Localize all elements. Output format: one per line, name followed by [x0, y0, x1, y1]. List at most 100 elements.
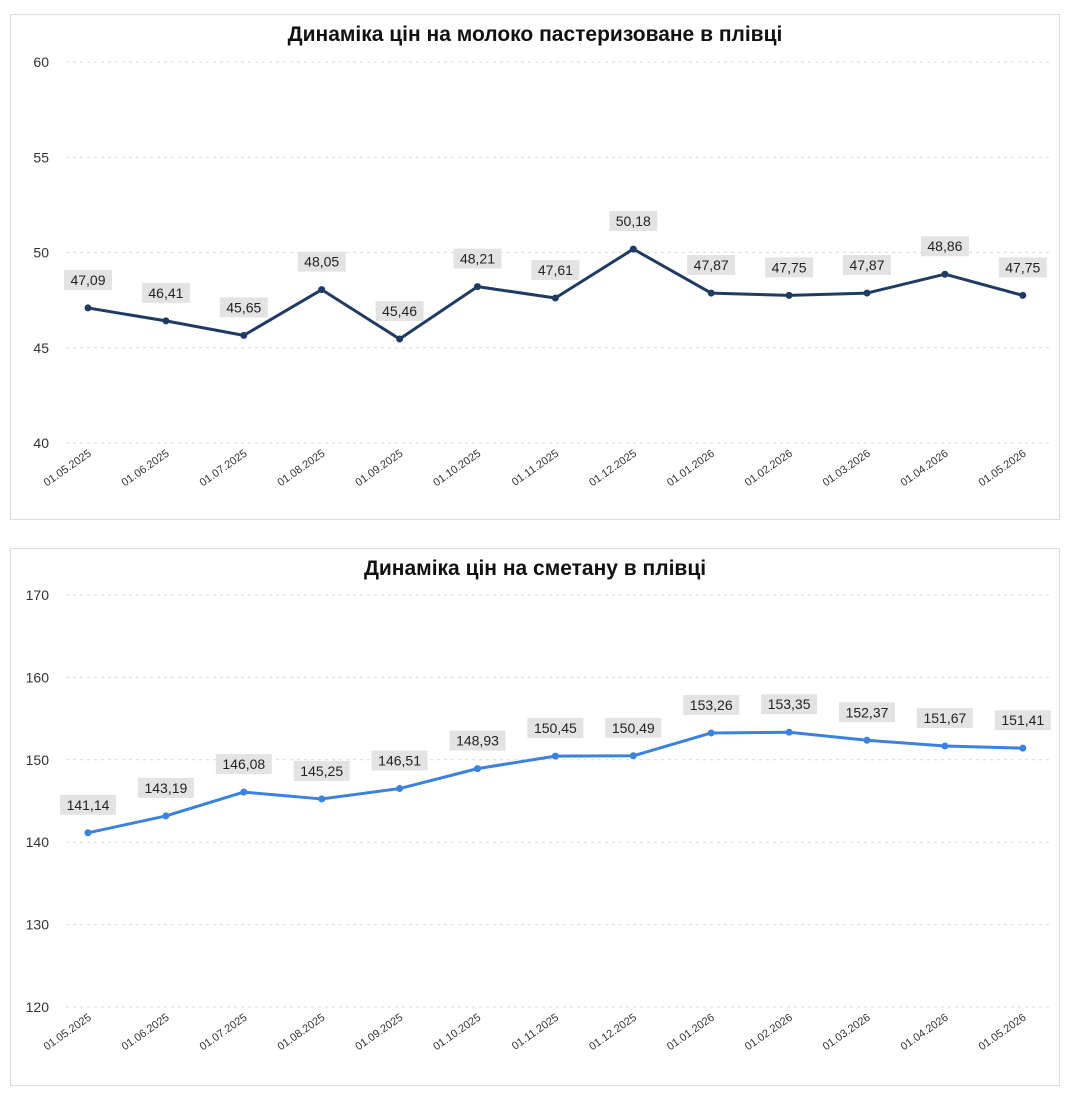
data-point: [707, 289, 715, 297]
data-point: [240, 788, 248, 796]
data-point: [1019, 744, 1027, 752]
data-point: [162, 812, 170, 820]
x-tick-label: 01.06.2025: [120, 1012, 172, 1053]
data-label-background: [375, 300, 424, 321]
x-tick-label: 01.10.2025: [431, 448, 483, 489]
x-tick-label: 01.08.2025: [275, 448, 327, 489]
data-label-background: [449, 730, 506, 751]
x-tick-label: 01.05.2026: [977, 1012, 1029, 1053]
milk-price-line-chart: 40 45 50 55 60 01.05.2025 01.06.2025 01.07.2025…: [33, 54, 1053, 489]
x-tick-label: 01.01.2026: [665, 448, 717, 489]
data-point: [84, 829, 92, 837]
data-label-background: [609, 211, 658, 232]
data-label-background: [765, 257, 814, 278]
data-label-background: [843, 255, 891, 276]
x-tick-label: 01.05.2025: [42, 448, 94, 489]
x-tick-label: 01.05.2025: [42, 1012, 94, 1053]
data-label: 150,49: [612, 720, 655, 736]
data-label: 151,41: [1001, 712, 1044, 728]
data-point: [318, 286, 326, 294]
x-tick-label: 01.05.2026: [977, 448, 1029, 489]
x-tick-label: 01.02.2026: [743, 448, 795, 489]
data-label-background: [920, 236, 969, 257]
data-label-background: [137, 777, 194, 798]
data-label: 48,05: [304, 254, 339, 270]
x-tick-label: 01.02.2026: [743, 1012, 795, 1053]
data-label-background: [293, 760, 350, 781]
x-tick-label: 01.07.2025: [198, 1012, 250, 1053]
sour-cream-price-chart-panel: Динаміка цін на сметану в плівці 120 130 1…: [10, 548, 1060, 1086]
data-label-background: [531, 260, 580, 281]
y-tick-label: 40: [33, 435, 49, 451]
data-label: 153,26: [690, 697, 733, 713]
x-tick-label: 01.07.2025: [198, 448, 250, 489]
y-tick-label: 140: [26, 834, 50, 850]
data-point: [1019, 291, 1027, 299]
data-label: 141,14: [67, 797, 110, 813]
data-label: 47,75: [1005, 259, 1040, 275]
data-label: 152,37: [846, 704, 889, 720]
y-tick-label: 120: [26, 999, 50, 1015]
x-tick-label: 01.03.2026: [821, 448, 873, 489]
data-point: [318, 795, 326, 803]
data-point: [396, 785, 404, 793]
data-point: [941, 742, 949, 750]
data-label: 47,87: [849, 257, 884, 273]
x-tick-label: 01.12.2025: [587, 448, 639, 489]
data-label: 148,93: [456, 733, 499, 749]
x-tick-label: 01.06.2025: [120, 448, 172, 489]
data-point: [162, 317, 170, 325]
data-label: 48,86: [927, 238, 962, 254]
y-tick-label: 150: [26, 752, 50, 768]
x-tick-label: 01.11.2025: [510, 448, 561, 489]
x-tick-label: 01.10.2025: [431, 1012, 483, 1053]
data-point: [84, 304, 92, 312]
y-tick-label: 160: [26, 669, 50, 685]
data-label-background: [761, 694, 818, 715]
data-label: 50,18: [616, 213, 651, 229]
data-label: 45,65: [226, 299, 261, 315]
data-point: [474, 765, 481, 773]
data-label-background: [64, 269, 112, 290]
data-label-background: [215, 754, 272, 775]
data-label: 143,19: [144, 780, 187, 796]
data-label-background: [839, 702, 895, 723]
data-point: [629, 245, 637, 253]
data-label-background: [60, 794, 116, 815]
data-label-background: [998, 257, 1047, 278]
y-tick-label: 55: [33, 149, 49, 165]
milk-price-chart-panel: Динаміка цін на молоко пастеризоване в п…: [10, 14, 1060, 520]
data-point: [941, 270, 949, 278]
chart-title: Динаміка цін на молоко пастеризоване в п…: [287, 23, 783, 46]
data-label: 47,87: [694, 257, 729, 273]
data-label-background: [141, 282, 190, 303]
data-label: 151,67: [923, 710, 966, 726]
series-line: [86, 730, 1025, 835]
sour-cream-price-line-chart: 120 130 140 150 160 170 01.05.2025 01.06.2025 01…: [26, 587, 1053, 1053]
y-tick-label: 130: [26, 917, 50, 933]
data-point: [863, 736, 871, 744]
data-point: [396, 335, 404, 343]
data-point: [785, 728, 793, 736]
data-label: 150,45: [534, 720, 577, 736]
x-tick-label: 01.04.2026: [899, 448, 951, 489]
data-label-background: [687, 255, 736, 276]
data-label-background: [683, 694, 740, 715]
data-label-background: [297, 251, 346, 272]
data-label: 47,61: [538, 262, 573, 278]
data-point: [551, 294, 559, 302]
data-label-background: [371, 750, 428, 771]
data-label-background: [453, 248, 502, 269]
data-label-background: [219, 297, 268, 318]
data-label-background: [916, 708, 973, 729]
x-tick-label: 01.09.2025: [353, 448, 405, 489]
data-label-background: [605, 717, 662, 738]
x-tick-label: 01.11.2025: [510, 1012, 561, 1053]
y-tick-label: 50: [33, 245, 49, 261]
data-point: [551, 752, 559, 760]
data-label: 153,35: [768, 696, 811, 712]
data-point: [629, 752, 637, 760]
data-point: [863, 289, 871, 297]
x-tick-label: 01.09.2025: [353, 1012, 405, 1053]
y-tick-label: 45: [33, 340, 49, 356]
